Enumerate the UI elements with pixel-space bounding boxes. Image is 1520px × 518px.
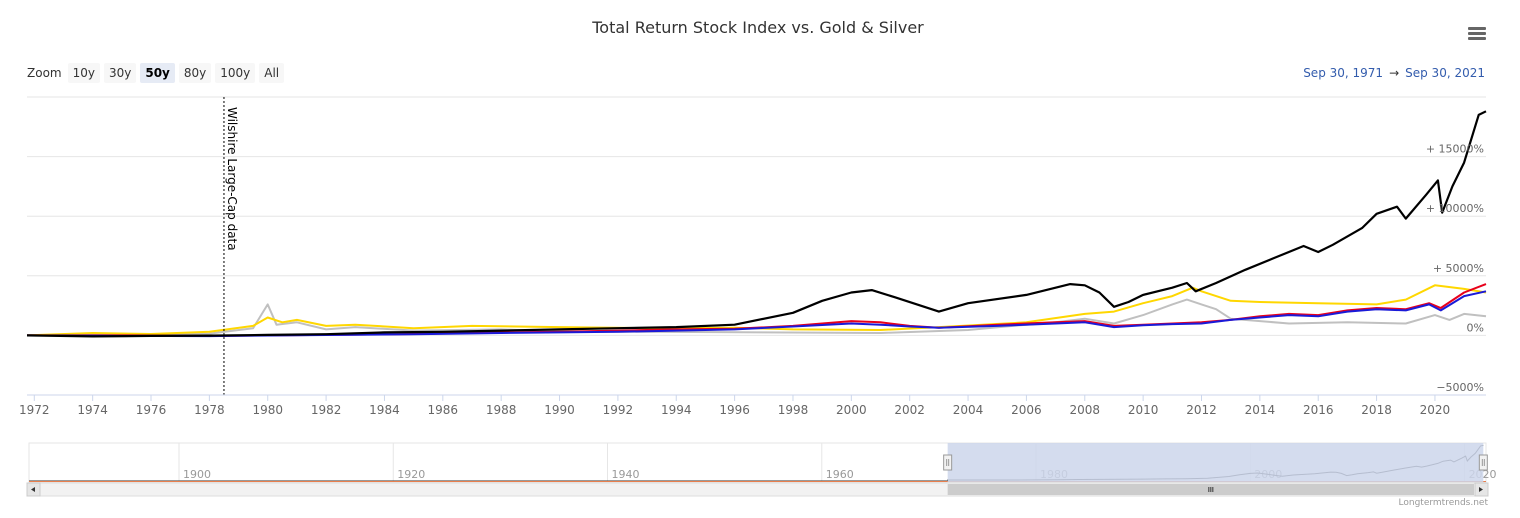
- zoom-10y-button[interactable]: 10y: [67, 63, 100, 83]
- x-tick-label: 2008: [1070, 403, 1101, 417]
- zoom-50y-button[interactable]: 50y: [140, 63, 175, 83]
- zoom-selector: Zoom 10y 30y 50y 80y 100y All: [27, 63, 288, 83]
- series-line-3: [26, 290, 1487, 338]
- series-lines: [26, 110, 1487, 338]
- x-tick-label: 1972: [19, 403, 50, 417]
- navigator-handle-right-icon[interactable]: [1478, 454, 1488, 471]
- x-tick-label: 2018: [1361, 403, 1392, 417]
- x-tick-label: 1994: [661, 403, 692, 417]
- y-tick-label: + 5000%: [1433, 262, 1484, 275]
- y-tick-label: + 10000%: [1426, 202, 1484, 215]
- x-tick-label: 2010: [1128, 403, 1159, 417]
- x-tick-label: 2016: [1303, 403, 1334, 417]
- hamburger-menu-icon[interactable]: [1468, 27, 1486, 41]
- handle-body: [1478, 454, 1488, 471]
- x-tick-label: 1974: [77, 403, 108, 417]
- navigator: 1900192019401960198020002020: [26, 442, 1497, 497]
- x-tick-label: 1978: [194, 403, 225, 417]
- credit-text[interactable]: Longtermtrends.net: [1398, 498, 1488, 508]
- zoom-all-button[interactable]: All: [259, 63, 285, 83]
- navigator-selection: [947, 443, 1484, 482]
- chart-title: Total Return Stock Index vs. Gold & Silv…: [592, 18, 924, 37]
- x-tick-label: 1982: [311, 403, 342, 417]
- range-from-date[interactable]: Sep 30, 1971: [1303, 66, 1384, 80]
- annotation: Wilshire Large-Cap data: [223, 97, 239, 395]
- zoom-100y-button[interactable]: 100y: [215, 63, 256, 83]
- scroll-right-arrow-icon: [1479, 487, 1483, 492]
- navigator-tick-label: 1960: [826, 468, 854, 481]
- zoom-30y-button[interactable]: 30y: [103, 63, 137, 83]
- series-line-1: [26, 284, 1487, 337]
- navigator-tick-label: 1900: [183, 468, 211, 481]
- series-line-4: [26, 110, 1487, 338]
- zoom-80y-button[interactable]: 80y: [178, 63, 212, 83]
- x-tick-label: 2000: [836, 403, 867, 417]
- x-tick-label: 2002: [894, 403, 925, 417]
- range-to-date[interactable]: Sep 30, 2021: [1405, 66, 1485, 80]
- x-tick-label: 2004: [953, 403, 984, 417]
- x-tick-label: 1996: [719, 403, 750, 417]
- x-tick-label: 2012: [1186, 403, 1217, 417]
- x-tick-label: 2006: [1011, 403, 1042, 417]
- x-tick-label: 1990: [544, 403, 575, 417]
- handle-body: [943, 454, 953, 471]
- y-tick-label: + 15000%: [1426, 143, 1484, 156]
- zoom-label: Zoom: [27, 66, 62, 80]
- x-tick-label: 1988: [486, 403, 517, 417]
- navigator-tick-label: 1940: [612, 468, 640, 481]
- navigator-handle-left-icon[interactable]: [943, 454, 953, 471]
- x-tick-label: 1980: [252, 403, 283, 417]
- x-axis: 1972 1974 1976 1978 1980 1982 1984 1986 1988 1990…: [19, 394, 1486, 417]
- series-line-0: [26, 298, 1487, 337]
- x-tick-label: 1976: [136, 403, 167, 417]
- navigator-tick-label: 1920: [397, 468, 425, 481]
- scroll-left-arrow-icon: [31, 487, 35, 492]
- x-tick-label: 1992: [603, 403, 634, 417]
- y-tick-label: −5000%: [1436, 381, 1484, 394]
- range-arrow: →: [1389, 66, 1400, 80]
- date-range: Sep 30, 1971 → Sep 30, 2021: [1303, 66, 1485, 80]
- x-tick-label: 2020: [1420, 403, 1451, 417]
- x-tick-label: 1984: [369, 403, 400, 417]
- x-tick-label: 2014: [1245, 403, 1276, 417]
- y-axis: −5000% 0% + 5000% + 10000% + 15000%: [1426, 143, 1484, 394]
- x-tick-label: 1986: [428, 403, 459, 417]
- x-tick-label: 1998: [778, 403, 809, 417]
- y-tick-label: 0%: [1467, 321, 1484, 334]
- grid-lines: [27, 96, 1486, 396]
- annotation-label: Wilshire Large-Cap data: [225, 107, 239, 251]
